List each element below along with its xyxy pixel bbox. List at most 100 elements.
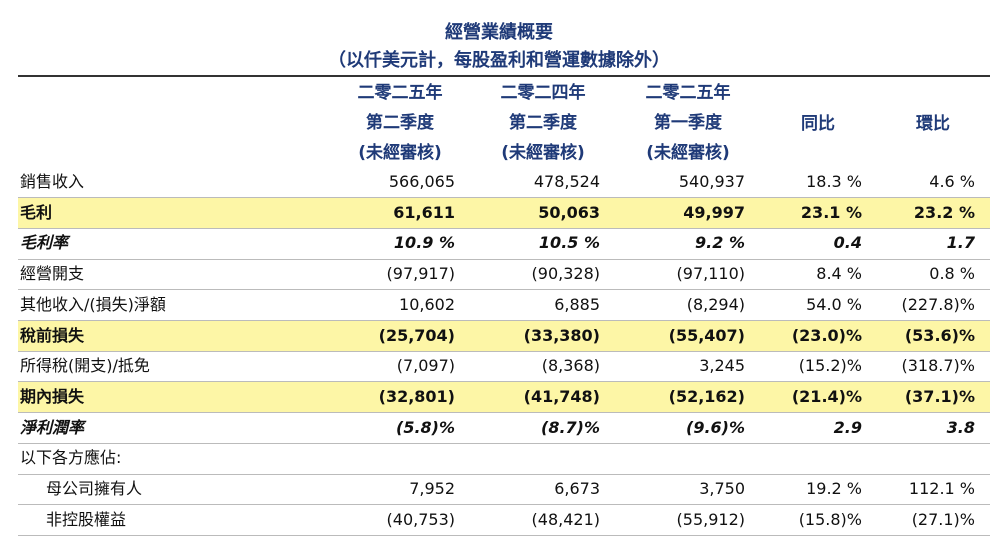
cell-value: 49,997 (683, 202, 745, 222)
cell-value: 3,245 (699, 356, 745, 376)
cell-value: 540,937 (678, 172, 745, 191)
cell-value: 23.1 % (800, 202, 862, 222)
cell-value: (23.0)% (791, 325, 862, 345)
cell-value: 10.5 % (538, 233, 600, 253)
cell-value: (8,368) (541, 356, 600, 376)
column-header: 二零二四年 (500, 83, 586, 103)
table-row: 非控股權益 (40,753) (48,421) (55,912) (15.8)% (27.… (18, 505, 990, 536)
cell-value: (227.8)% (901, 294, 976, 314)
cell-value: 6,673 (554, 479, 600, 498)
cell-value: 1.7 (946, 233, 975, 253)
table-row: 銷售收入 566,065 478,524 540,937 18.3 % 4.6 % (18, 167, 990, 198)
cell-value: (25,704) (378, 325, 455, 345)
cell-value: 566,065 (388, 172, 455, 191)
table-row: 稅前損失 (25,704) (33,380) (55,407) (23.0)% (53.6… (18, 320, 990, 352)
table-row: 期內損失 (32,801) (41,748) (52,162) (21.4)% (37.1… (18, 381, 990, 413)
cell-value: (90,328) (531, 264, 600, 284)
cell-value: (41,748) (523, 386, 600, 406)
table-row: 所得稅(開支)/抵免 (7,097) (8,368) 3,245 (15.2)% (318… (18, 351, 990, 382)
row-label: 銷售收入 (20, 172, 85, 191)
cell-value: (15.2)% (798, 356, 862, 376)
cell-value: (15.8)% (798, 509, 862, 529)
column-header: 第一季度 (654, 113, 722, 133)
row-rule (18, 473, 990, 475)
cell-value: 61,611 (393, 202, 455, 222)
cell-value: 0.4 (833, 233, 862, 253)
cell-value: 54.0 % (806, 294, 862, 314)
cell-value: 2.9 (833, 417, 862, 437)
row-label: 其他收入/(損失)淨額 (20, 294, 166, 314)
row-label: 期內損失 (20, 386, 85, 406)
cell-value: 18.3 % (806, 172, 862, 191)
row-label: 毛利 (20, 202, 53, 222)
cell-value: (37.1)% (904, 386, 975, 406)
row-label: 淨利潤率 (20, 417, 85, 437)
cell-value: (9.6)% (686, 417, 745, 437)
table-row: 經營開支 (97,917) (90,328) (97,110) 8.4 % 0.8 % (18, 259, 990, 290)
table-row: 毛利 61,611 50,063 49,997 23.1 % 23.2 % (18, 197, 990, 229)
row-rule (18, 258, 990, 260)
row-rule (18, 289, 990, 291)
cell-value: (97,110) (676, 264, 745, 284)
cell-value: (97,917) (386, 264, 455, 284)
row-rule (18, 227, 990, 229)
table-row: 母公司擁有人 7,952 6,673 3,750 19.2 % 112.1 % (18, 474, 990, 505)
table-row: 其他收入/(損失)淨額 10,602 6,885 (8,294) 54.0 % (227.… (18, 290, 990, 321)
table-row: 淨利潤率 (5.8)% (8.7)% (9.6)% 2.9 3.8 (18, 413, 990, 444)
column-header: (未經審核) (646, 143, 730, 163)
cell-value: (40,753) (386, 509, 455, 529)
cell-value: (7,097) (396, 356, 455, 376)
cell-value: 23.2 % (913, 202, 975, 222)
row-label: 經營開支 (20, 264, 85, 284)
subtitle: （以仟美元計，每股盈利和營運數據除外） (328, 50, 670, 71)
top-rule (18, 75, 990, 77)
cell-value: (27.1)% (911, 509, 975, 529)
cell-value: (48,421) (531, 509, 600, 529)
cell-value: 10.9 % (393, 233, 455, 253)
cell-value: (55,912) (676, 509, 745, 529)
cell-value: (52,162) (668, 386, 745, 406)
row-rule (18, 534, 990, 536)
cell-value: (53.6)% (904, 325, 975, 345)
cell-value: (8,294) (686, 294, 745, 314)
cell-value: 9.2 % (695, 233, 745, 253)
row-label: 母公司擁有人 (46, 479, 143, 498)
column-header: (未經審核) (501, 143, 585, 163)
cell-value: (55,407) (668, 325, 745, 345)
cell-value: 7,952 (409, 479, 455, 498)
cell-value: (8.7)% (541, 417, 600, 437)
column-header: 二零二五年 (357, 83, 443, 103)
cell-value: 3,750 (699, 479, 745, 498)
cell-value: (33,380) (523, 325, 600, 345)
cell-value: (318.7)% (901, 356, 976, 376)
row-rule (18, 442, 990, 444)
row-rule (18, 504, 990, 506)
table-row: 以下各方應佔: (18, 443, 990, 474)
row-label: 以下各方應佔: (20, 448, 122, 468)
cell-value: 50,063 (538, 202, 600, 222)
column-header: 第二季度 (509, 113, 577, 133)
row-label: 所得稅(開支)/抵免 (20, 356, 150, 376)
cell-value: 8.4 % (816, 264, 862, 284)
cell-value: 4.6 % (929, 172, 975, 191)
row-rule (18, 412, 990, 414)
column-header: 第二季度 (366, 113, 434, 133)
column-header: (未經審核) (358, 143, 442, 163)
cell-value: (32,801) (378, 386, 455, 406)
cell-value: (5.8)% (396, 417, 455, 437)
column-header: 環比 (916, 114, 950, 134)
cell-value: 112.1 % (908, 479, 975, 498)
row-label: 稅前損失 (20, 325, 85, 345)
cell-value: 478,524 (533, 172, 600, 191)
table-row: 毛利率 10.9 % 10.5 % 9.2 % 0.4 1.7 (18, 228, 990, 259)
column-header: 二零二五年 (645, 83, 731, 103)
row-rule (18, 350, 990, 352)
cell-value: 10,602 (399, 294, 455, 314)
cell-value: 6,885 (554, 294, 600, 314)
cell-value: (21.4)% (791, 386, 862, 406)
row-label: 非控股權益 (46, 509, 127, 529)
column-header: 同比 (801, 114, 835, 134)
title: 經營業績概要 (445, 22, 553, 43)
cell-value: 19.2 % (806, 479, 862, 498)
